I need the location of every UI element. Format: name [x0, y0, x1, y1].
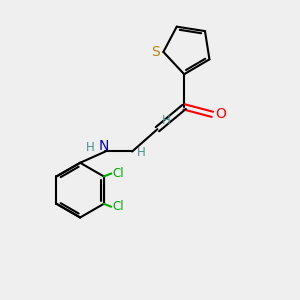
Text: O: O — [215, 107, 226, 121]
Text: S: S — [151, 45, 159, 59]
Text: H: H — [86, 140, 95, 154]
Text: H: H — [161, 114, 170, 128]
Text: N: N — [99, 139, 109, 153]
Text: Cl: Cl — [113, 167, 124, 180]
Text: Cl: Cl — [113, 200, 124, 213]
Text: H: H — [137, 146, 146, 160]
